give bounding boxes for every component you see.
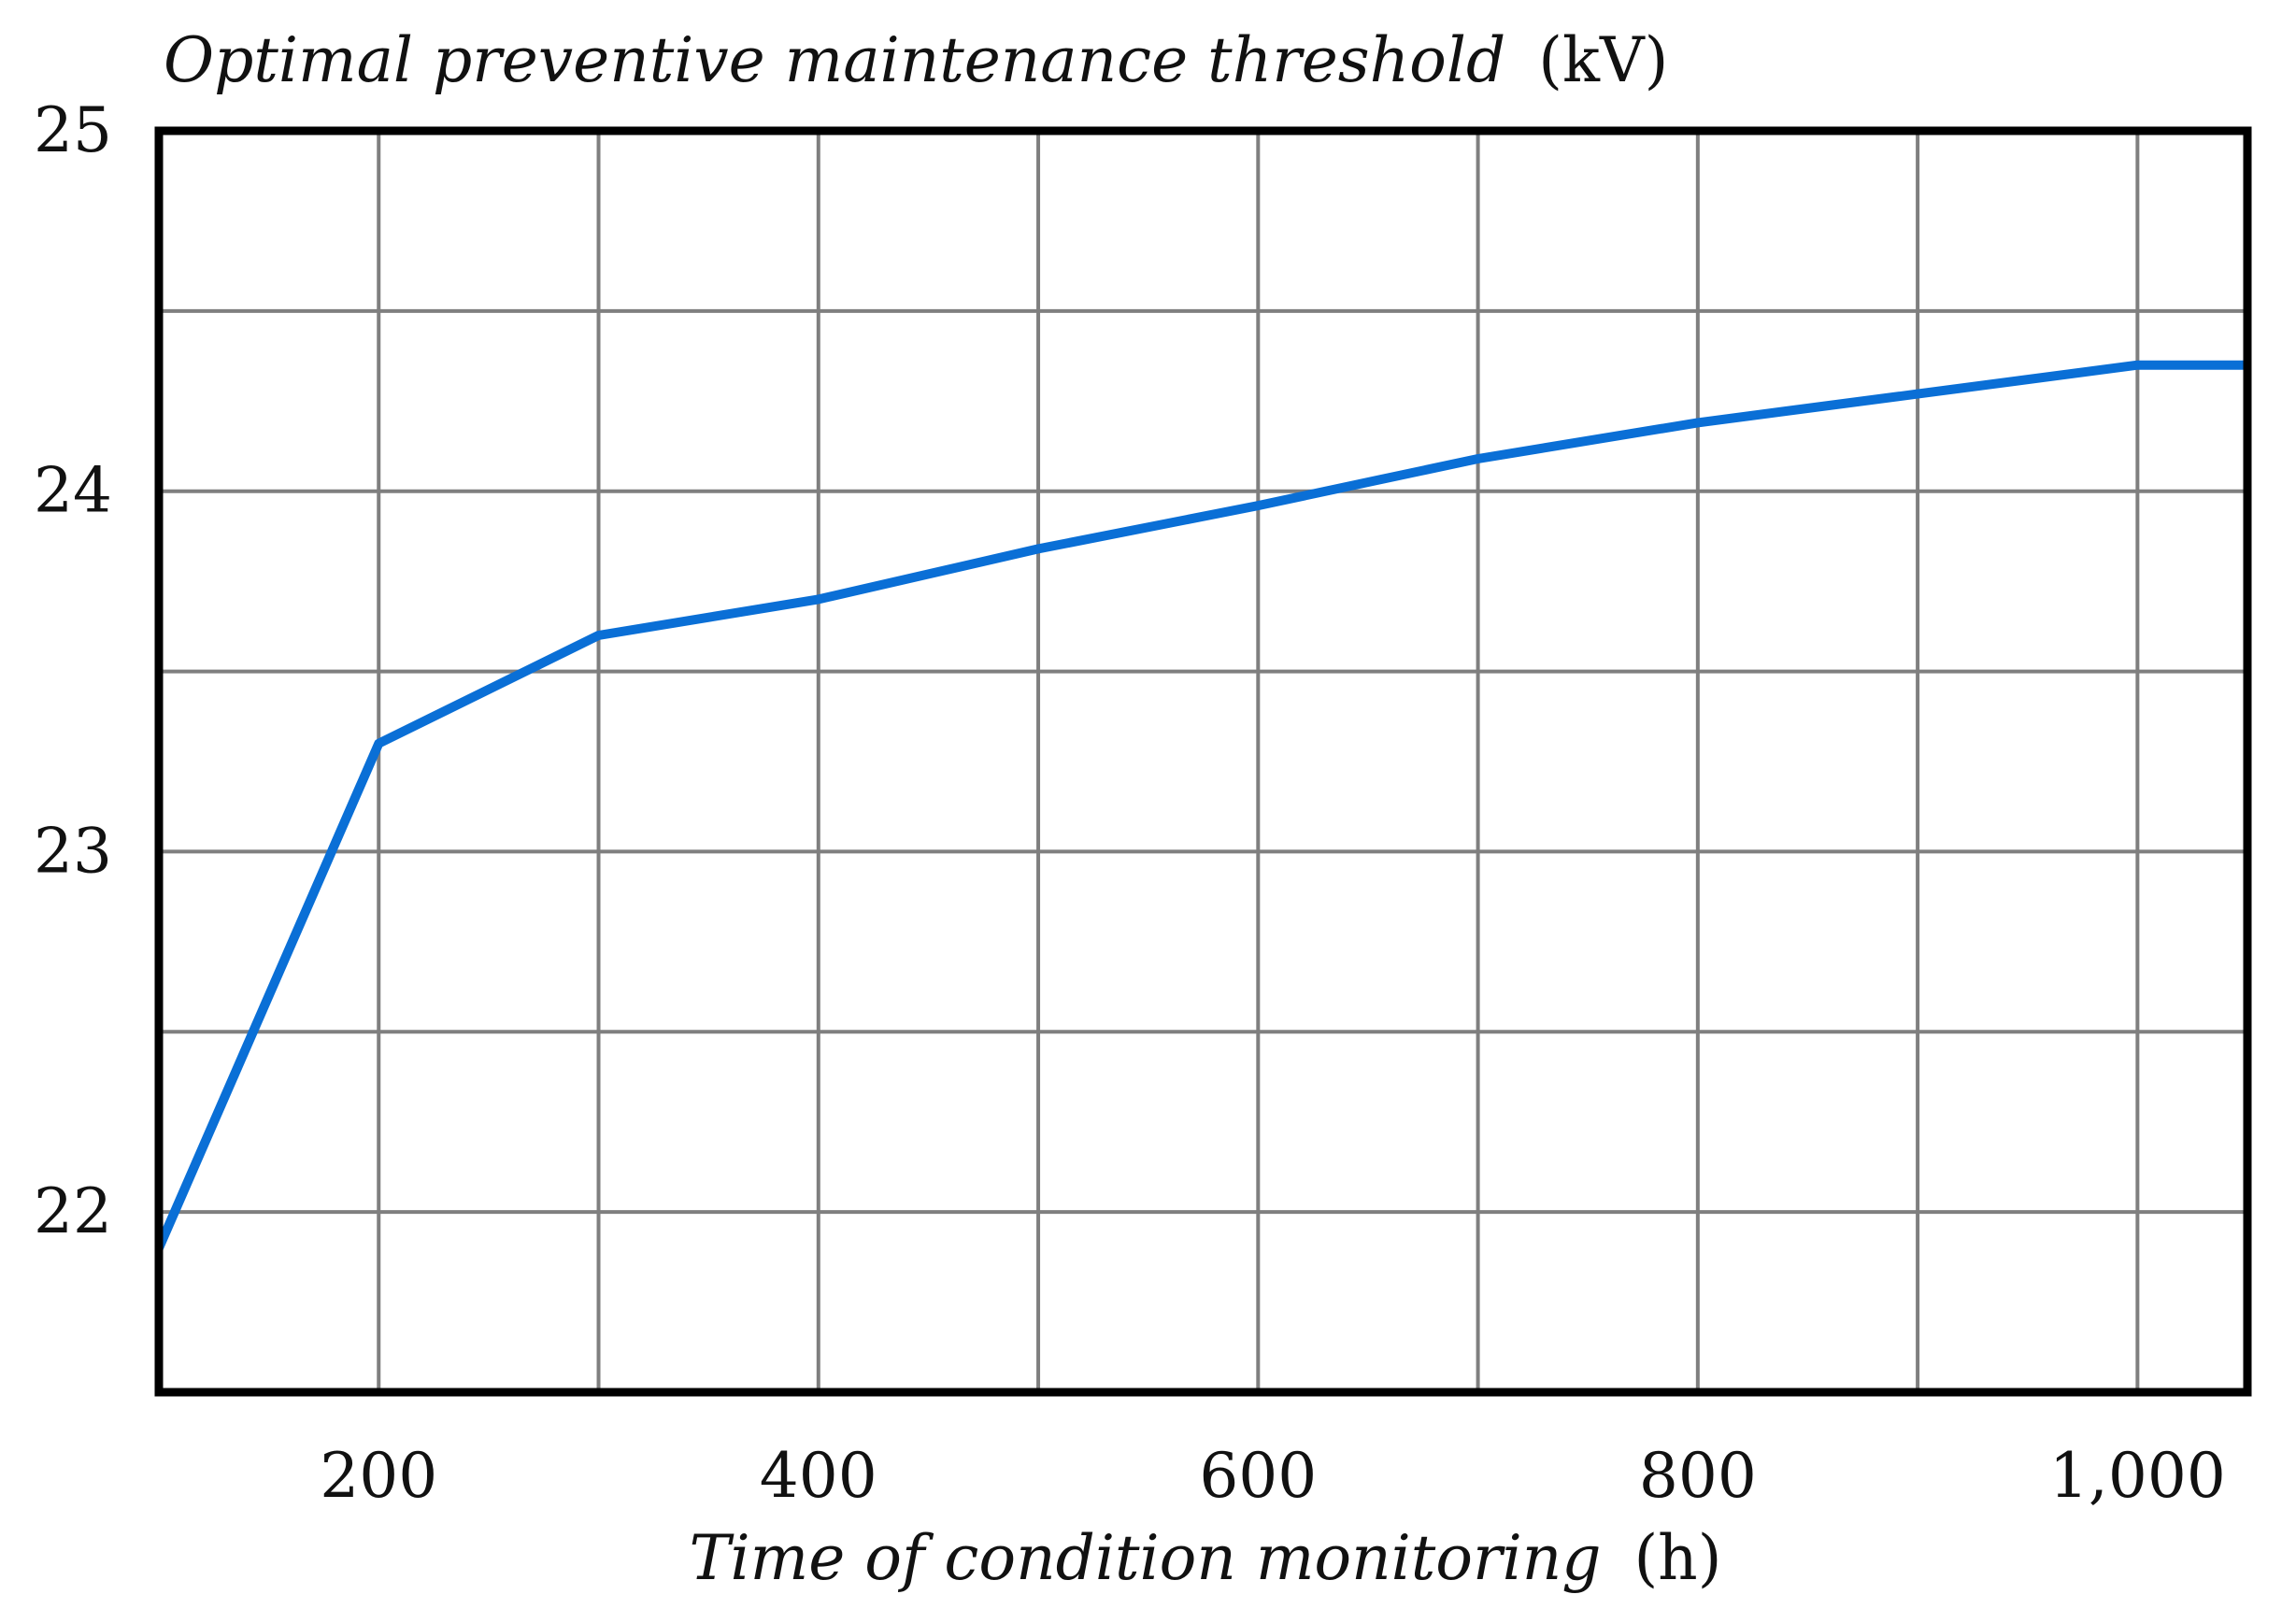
y-tick-label: 22 [34,1175,112,1247]
tick-labels: 200 400 600 800 1,000 22 23 24 25 [34,94,2226,1512]
x-axis-title-main: Time of condition monitoring [690,1522,1602,1594]
grid [159,129,2247,1394]
series-layer [154,360,2247,1250]
y-axis-title-unit: (kV) [1538,24,1668,96]
x-tick-label: 1,000 [2049,1440,2226,1512]
x-tick-label: 200 [320,1440,437,1512]
y-tick-label: 24 [34,455,112,527]
x-tick-label: 600 [1199,1440,1317,1512]
x-axis-title-unit: (h) [1633,1522,1721,1594]
y-axis-title: Optimal preventive maintenance threshold… [164,24,1668,96]
x-tick-label: 800 [1639,1440,1757,1512]
x-tick-label: 400 [760,1440,877,1512]
y-axis-title-main: Optimal preventive maintenance threshold [164,24,1505,96]
plot-frame [154,126,2252,1397]
series-line-0 [154,360,2247,1250]
y-tick-label: 23 [34,815,112,887]
y-tick-label: 25 [34,94,112,166]
x-axis-title: Time of condition monitoring (h) [690,1522,1722,1594]
